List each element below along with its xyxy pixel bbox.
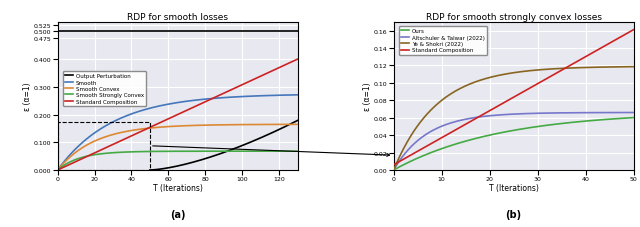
Altschuler & Talwar (2022) [586,112,594,114]
Line: Ours: Ours [394,118,634,170]
Smooth [159,104,167,107]
Output Perturbation [56,31,63,34]
Smooth Convex [294,123,301,126]
Smooth [294,94,301,97]
Ye & Shokri (2022) [505,73,513,75]
Ye & Shokri (2022) [630,66,637,69]
Text: (a): (a) [170,210,186,220]
Legend: Output Perturbation, Smooth, Smooth Convex, Smooth Strongly Convex, Standard Com: Output Perturbation, Smooth, Smooth Conv… [63,72,146,106]
Ours [630,117,637,119]
Y-axis label: ε (α=1): ε (α=1) [23,82,32,111]
Smooth Strongly Convex [294,150,301,153]
Standard Composition [159,120,167,123]
Ours [505,130,513,133]
Altschuler & Talwar (2022) [630,112,637,114]
Line: Standard Composition: Standard Composition [58,60,298,170]
Line: Standard Composition: Standard Composition [394,30,634,165]
Smooth Convex [241,124,248,126]
Standard Composition [219,93,227,96]
Standard Composition [624,32,632,35]
Text: (b): (b) [506,210,522,220]
Standard Composition [390,164,397,166]
Smooth Convex [219,124,227,127]
Smooth Strongly Convex [54,169,61,172]
Line: Altschuler & Talwar (2022): Altschuler & Talwar (2022) [394,113,634,170]
Smooth [219,97,227,100]
Standard Composition [520,91,527,94]
Standard Composition [532,84,540,86]
Smooth [54,169,61,172]
Ye & Shokri (2022) [504,73,511,76]
Smooth Convex [159,126,167,129]
X-axis label: T (Iterations): T (Iterations) [489,183,538,192]
Smooth [78,142,86,144]
Output Perturbation [54,31,61,34]
Ours [390,169,397,172]
Bar [58,122,150,170]
Smooth Strongly Convex [159,150,167,153]
Ours [624,117,632,120]
Standard Composition [504,100,511,103]
Altschuler & Talwar (2022) [505,114,513,116]
Smooth [241,96,248,98]
Altschuler & Talwar (2022) [504,114,511,116]
Ye & Shokri (2022) [624,66,632,69]
Ours [532,126,540,128]
Title: RDP for smooth strongly convex losses: RDP for smooth strongly convex losses [426,13,602,22]
Smooth Strongly Convex [151,150,159,153]
Smooth Strongly Convex [219,150,227,153]
Line: Ye & Shokri (2022): Ye & Shokri (2022) [394,67,634,170]
Smooth Strongly Convex [78,156,86,159]
Title: RDP for smooth losses: RDP for smooth losses [127,13,228,22]
Standard Composition [630,29,637,32]
Altschuler & Talwar (2022) [624,112,632,114]
Standard Composition [241,83,248,86]
Line: Smooth: Smooth [58,95,298,170]
Smooth Convex [245,124,253,126]
Altschuler & Talwar (2022) [520,113,527,116]
Smooth Convex [78,147,86,150]
Ye & Shokri (2022) [520,71,527,74]
Standard Composition [54,169,61,172]
X-axis label: T (Iterations): T (Iterations) [153,183,202,192]
Ye & Shokri (2022) [390,169,397,171]
Line: Smooth Strongly Convex: Smooth Strongly Convex [58,151,298,170]
Line: Smooth Convex: Smooth Convex [58,125,298,170]
Y-axis label: ε (α=1): ε (α=1) [364,82,372,111]
Legend: Ours, Altschuler & Talwar (2022), Ye & Shokri (2022), Standard Composition: Ours, Altschuler & Talwar (2022), Ye & S… [399,27,486,55]
Standard Composition [245,81,253,84]
Standard Composition [294,59,301,61]
Altschuler & Talwar (2022) [390,169,397,172]
Altschuler & Talwar (2022) [532,112,540,115]
Standard Composition [78,158,86,160]
Ours [586,120,594,123]
Smooth Convex [151,127,159,129]
Standard Composition [505,99,513,102]
Standard Composition [151,124,159,127]
Ye & Shokri (2022) [586,67,594,69]
Ye & Shokri (2022) [532,69,540,72]
Smooth Strongly Convex [241,150,248,153]
Smooth Convex [54,169,61,172]
Standard Composition [586,53,594,56]
Ours [520,128,527,131]
Smooth [151,106,159,109]
Smooth [245,95,253,98]
Ours [504,131,511,133]
Smooth Strongly Convex [245,150,253,153]
